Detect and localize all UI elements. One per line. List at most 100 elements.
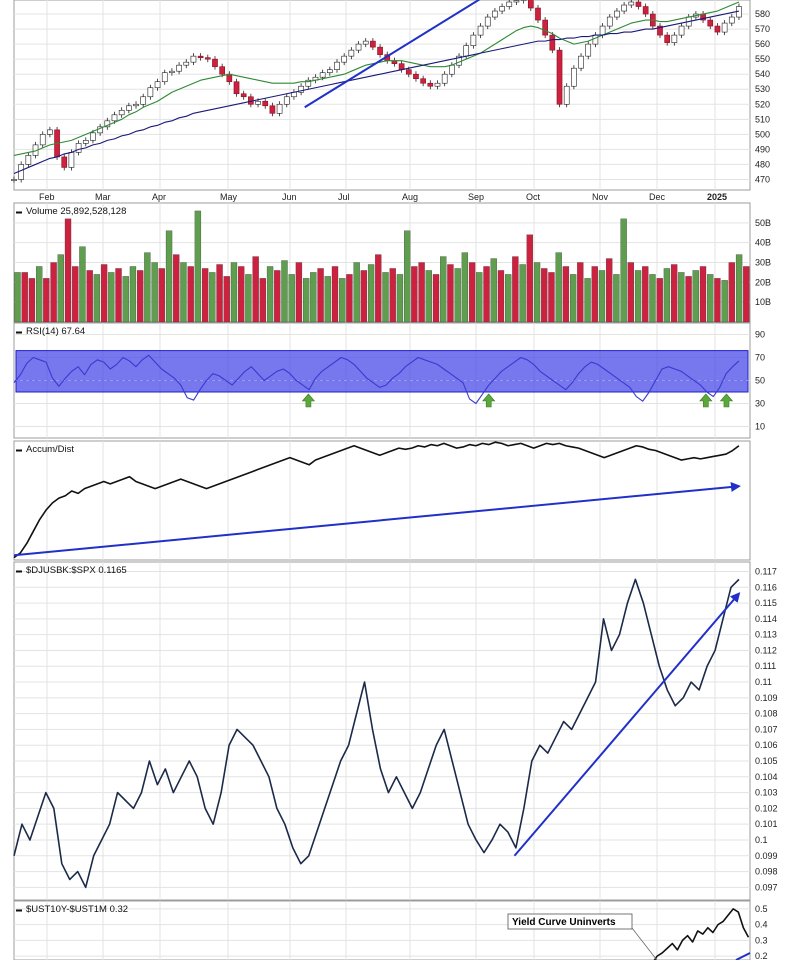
price-candle	[492, 10, 498, 18]
price-candle	[657, 25, 663, 36]
price-candle	[212, 58, 218, 67]
price-candle	[262, 100, 269, 107]
volume-bar	[656, 278, 663, 323]
volume-bar	[714, 278, 721, 323]
price-candle	[140, 96, 147, 105]
volume-bar	[483, 266, 490, 323]
price-y-tick-label: 510	[755, 114, 770, 124]
volume-bar	[548, 272, 555, 323]
price-trend-arrow	[304, 0, 481, 109]
volume-bar	[382, 272, 389, 323]
price-candle	[61, 156, 68, 168]
volume-bar	[14, 272, 21, 323]
ratio-ratio-line	[13, 578, 740, 889]
volume-bar	[180, 262, 187, 323]
x-axis-month-label: Feb	[39, 192, 55, 202]
price-y-tick-label: 580	[755, 9, 770, 19]
price-candle	[269, 105, 276, 114]
volume-bar	[476, 272, 483, 323]
volume-bar	[21, 272, 28, 323]
volume-bar	[505, 274, 512, 323]
price-y-tick-label: 490	[755, 144, 770, 154]
volume-bar	[28, 278, 36, 323]
rsi-y-tick-label: 30	[755, 399, 765, 409]
price-candle	[82, 140, 89, 144]
ratio-legend-swatch	[16, 570, 22, 573]
price-candle	[240, 93, 247, 98]
volume-bar	[360, 270, 368, 323]
price-candle	[578, 55, 584, 69]
volume-bar	[403, 230, 411, 323]
volume-bar	[259, 278, 266, 323]
volume-bar	[562, 266, 570, 323]
volume-bar	[35, 266, 43, 323]
price-candle	[527, 0, 534, 9]
price-candle	[513, 0, 520, 3]
price-candle	[434, 82, 441, 87]
volume-bar	[389, 268, 396, 323]
ratio-y-tick-label: 0.116	[755, 582, 777, 592]
ad-legend-swatch	[16, 449, 22, 452]
price-candle	[219, 66, 225, 75]
volume-bar	[468, 262, 476, 323]
volume-bar	[100, 264, 108, 323]
yield-spread-line	[653, 908, 750, 960]
volume-bar	[137, 270, 144, 323]
price-candle	[664, 34, 671, 43]
price-candle	[283, 96, 290, 105]
price-candle	[197, 55, 204, 58]
price-candle	[161, 72, 168, 83]
yield-annotation-text: Yield Curve Uninverts	[512, 917, 616, 928]
volume-bar	[735, 254, 743, 323]
volume-bar	[634, 270, 642, 323]
ad-trend-arrow	[13, 482, 741, 557]
volume-bar	[158, 268, 165, 323]
ad-accum_dist-line	[13, 441, 740, 559]
price-candle	[614, 10, 620, 18]
volume-bar	[432, 274, 440, 323]
yield-annotation-box	[507, 913, 633, 930]
volume-bar	[86, 270, 93, 323]
price-candle	[176, 64, 182, 72]
rsi-buy-arrow-icon	[699, 393, 713, 408]
price-y-tick-label: 530	[755, 84, 770, 94]
rsi-rsi-line	[13, 354, 740, 405]
price-candle	[628, 1, 635, 6]
volume-bar	[122, 276, 129, 323]
price-candle	[571, 67, 577, 87]
ratio-y-tick-label: 0.108	[755, 709, 778, 719]
x-axis-month-label: Dec	[649, 192, 666, 202]
volume-bar	[411, 266, 418, 323]
ratio-y-tick-label: 0.1	[755, 835, 768, 845]
volume-bar	[274, 270, 281, 323]
price-y-tick-label: 550	[755, 54, 770, 64]
price-candle	[169, 70, 175, 73]
rsi-legend-swatch	[16, 331, 22, 334]
ad-panel-title: Accum/Dist	[26, 444, 74, 455]
price-candle	[190, 55, 197, 63]
volume-bar	[50, 262, 57, 323]
price-candle	[499, 6, 505, 12]
volume-bar	[43, 278, 50, 323]
yield-y-tick-label: 0.5	[755, 904, 768, 914]
volume-bar	[230, 262, 238, 323]
volume-bar	[173, 254, 180, 323]
volume-bar	[447, 264, 454, 323]
volume-bar	[663, 268, 671, 323]
volume-bar	[541, 268, 548, 323]
volume-bar	[79, 246, 86, 323]
price-candle	[326, 69, 333, 73]
volume-bar	[497, 270, 505, 323]
volume-bar	[144, 252, 151, 323]
price-candle	[477, 25, 484, 36]
rsi-buy-arrow-icon	[301, 393, 316, 408]
volume-bar	[194, 210, 202, 323]
volume-bar	[584, 278, 591, 323]
price-panel	[13, 0, 751, 191]
volume-bar	[281, 260, 288, 323]
ratio-y-tick-label: 0.101	[755, 819, 778, 829]
ratio-y-tick-label: 0.114	[755, 614, 777, 624]
ratio-y-tick-label: 0.105	[755, 756, 778, 766]
ratio-y-tick-label: 0.102	[755, 803, 778, 813]
price-ma200-line	[13, 10, 740, 174]
